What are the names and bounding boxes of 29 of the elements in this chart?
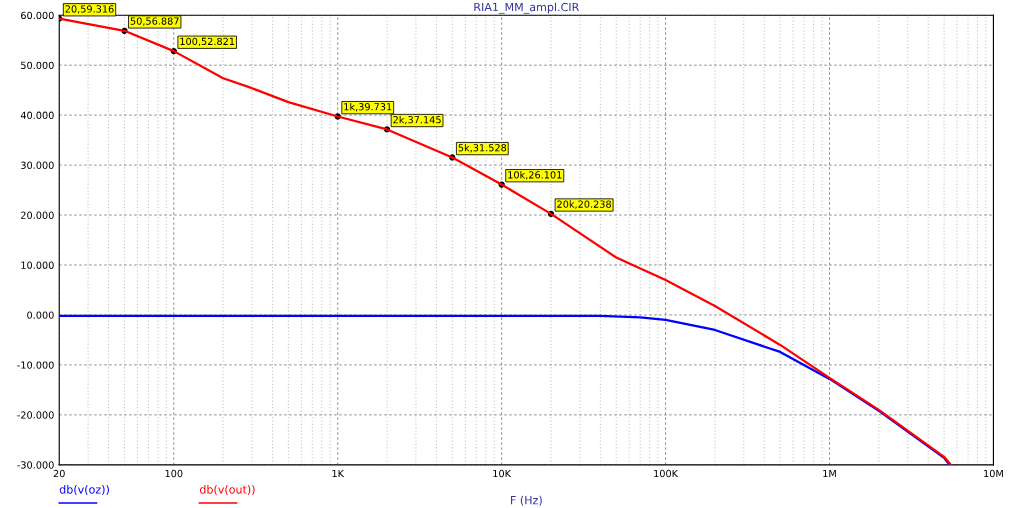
y-tick-label: 30.000 [21, 161, 54, 169]
annotation: 50,56.887 [130, 17, 179, 26]
annotation: 10k,26.101 [508, 171, 562, 180]
annotation: 100,52.821 [180, 37, 235, 47]
annotation: 1k,39.731 [344, 102, 392, 112]
y-tick-label: -30.000 [17, 461, 54, 469]
x-tick-label: 20 [53, 469, 65, 478]
x-tick-label: 100 [165, 469, 183, 478]
y-tick-label: 50.000 [21, 61, 54, 70]
annotation: 2k,37.145 [393, 115, 441, 125]
text: db(v(out)) [199, 485, 255, 495]
annotation: 20k,20.238 [557, 200, 611, 209]
x-tick-label: 1K [332, 469, 345, 478]
text: db(v(oz)) [59, 485, 109, 495]
x-tick-label: 10M [984, 469, 1003, 478]
y-tick-label: -10.000 [17, 361, 54, 369]
x-tick-label: 10K [493, 469, 512, 478]
y-tick-label: 40.000 [20, 111, 54, 119]
x-tick-label: 1M [823, 469, 836, 478]
annotation: 5k,31.528 [458, 143, 507, 153]
x-axis-title: F (Hz) [511, 495, 542, 506]
y-tick-label: 20.000 [21, 211, 54, 219]
y-tick-label: 0.000 [27, 311, 54, 319]
chart-title: RIA1_MM_ampl.CIR [474, 2, 580, 14]
y-tick-label: 60.000 [21, 11, 54, 20]
y-tick-label: 10.000 [21, 261, 54, 269]
x-tick-label: 100K [654, 469, 679, 478]
y-tick-label: -20.000 [17, 411, 54, 419]
annotation: 20,59.316 [65, 5, 114, 14]
